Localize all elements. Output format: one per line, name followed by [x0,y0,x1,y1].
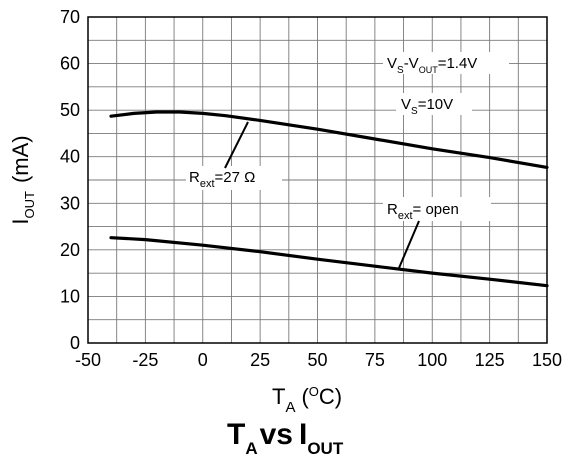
x-tick-label: 25 [250,350,270,370]
chart-title: TAvs IOUT [227,418,344,458]
y-axis-label: IOUT(mA) [8,135,37,224]
cond2-bg [396,93,472,115]
cond1-text: VS-VOUT=1.4V [387,55,477,76]
x-tick-labels: -50 -25 0 25 50 75 100 125 150 [75,350,562,370]
y-tick-label: 0 [70,333,80,353]
x-tick-label: 150 [532,350,562,370]
y-tick-label: 50 [60,100,80,120]
y-tick-label: 40 [60,147,80,167]
x-tick-label: 100 [417,350,447,370]
label-open-text: Rext= open [387,201,459,222]
leader-open [398,220,420,269]
leader-27 [224,121,249,169]
label-open-bg [383,197,491,221]
y-tick-label: 60 [60,54,80,74]
x-tick-label: 125 [475,350,505,370]
y-tick-label: 20 [60,240,80,260]
x-tick-label: 50 [307,350,327,370]
x-tick-label: 0 [198,350,208,370]
y-tick-label: 10 [60,286,80,306]
x-tick-label: -25 [132,350,158,370]
y-tick-labels: 0 10 20 30 40 50 60 70 [60,7,80,353]
cond1-bg [383,52,509,74]
series-group [109,110,549,288]
x-tick-label: 75 [365,350,385,370]
plot-frame [87,16,548,344]
series-line-1 [109,236,549,288]
label-27-bg [186,166,282,190]
y-tick-label: 70 [60,7,80,27]
cond2-text: VS=10V [401,96,453,117]
x-tick-label: -50 [75,350,101,370]
series-line-0 [109,110,549,169]
y-tick-label: 30 [60,193,80,213]
x-axis-label: TA (OC) [272,384,342,416]
label-27-text: Rext=27 Ω [189,169,255,190]
